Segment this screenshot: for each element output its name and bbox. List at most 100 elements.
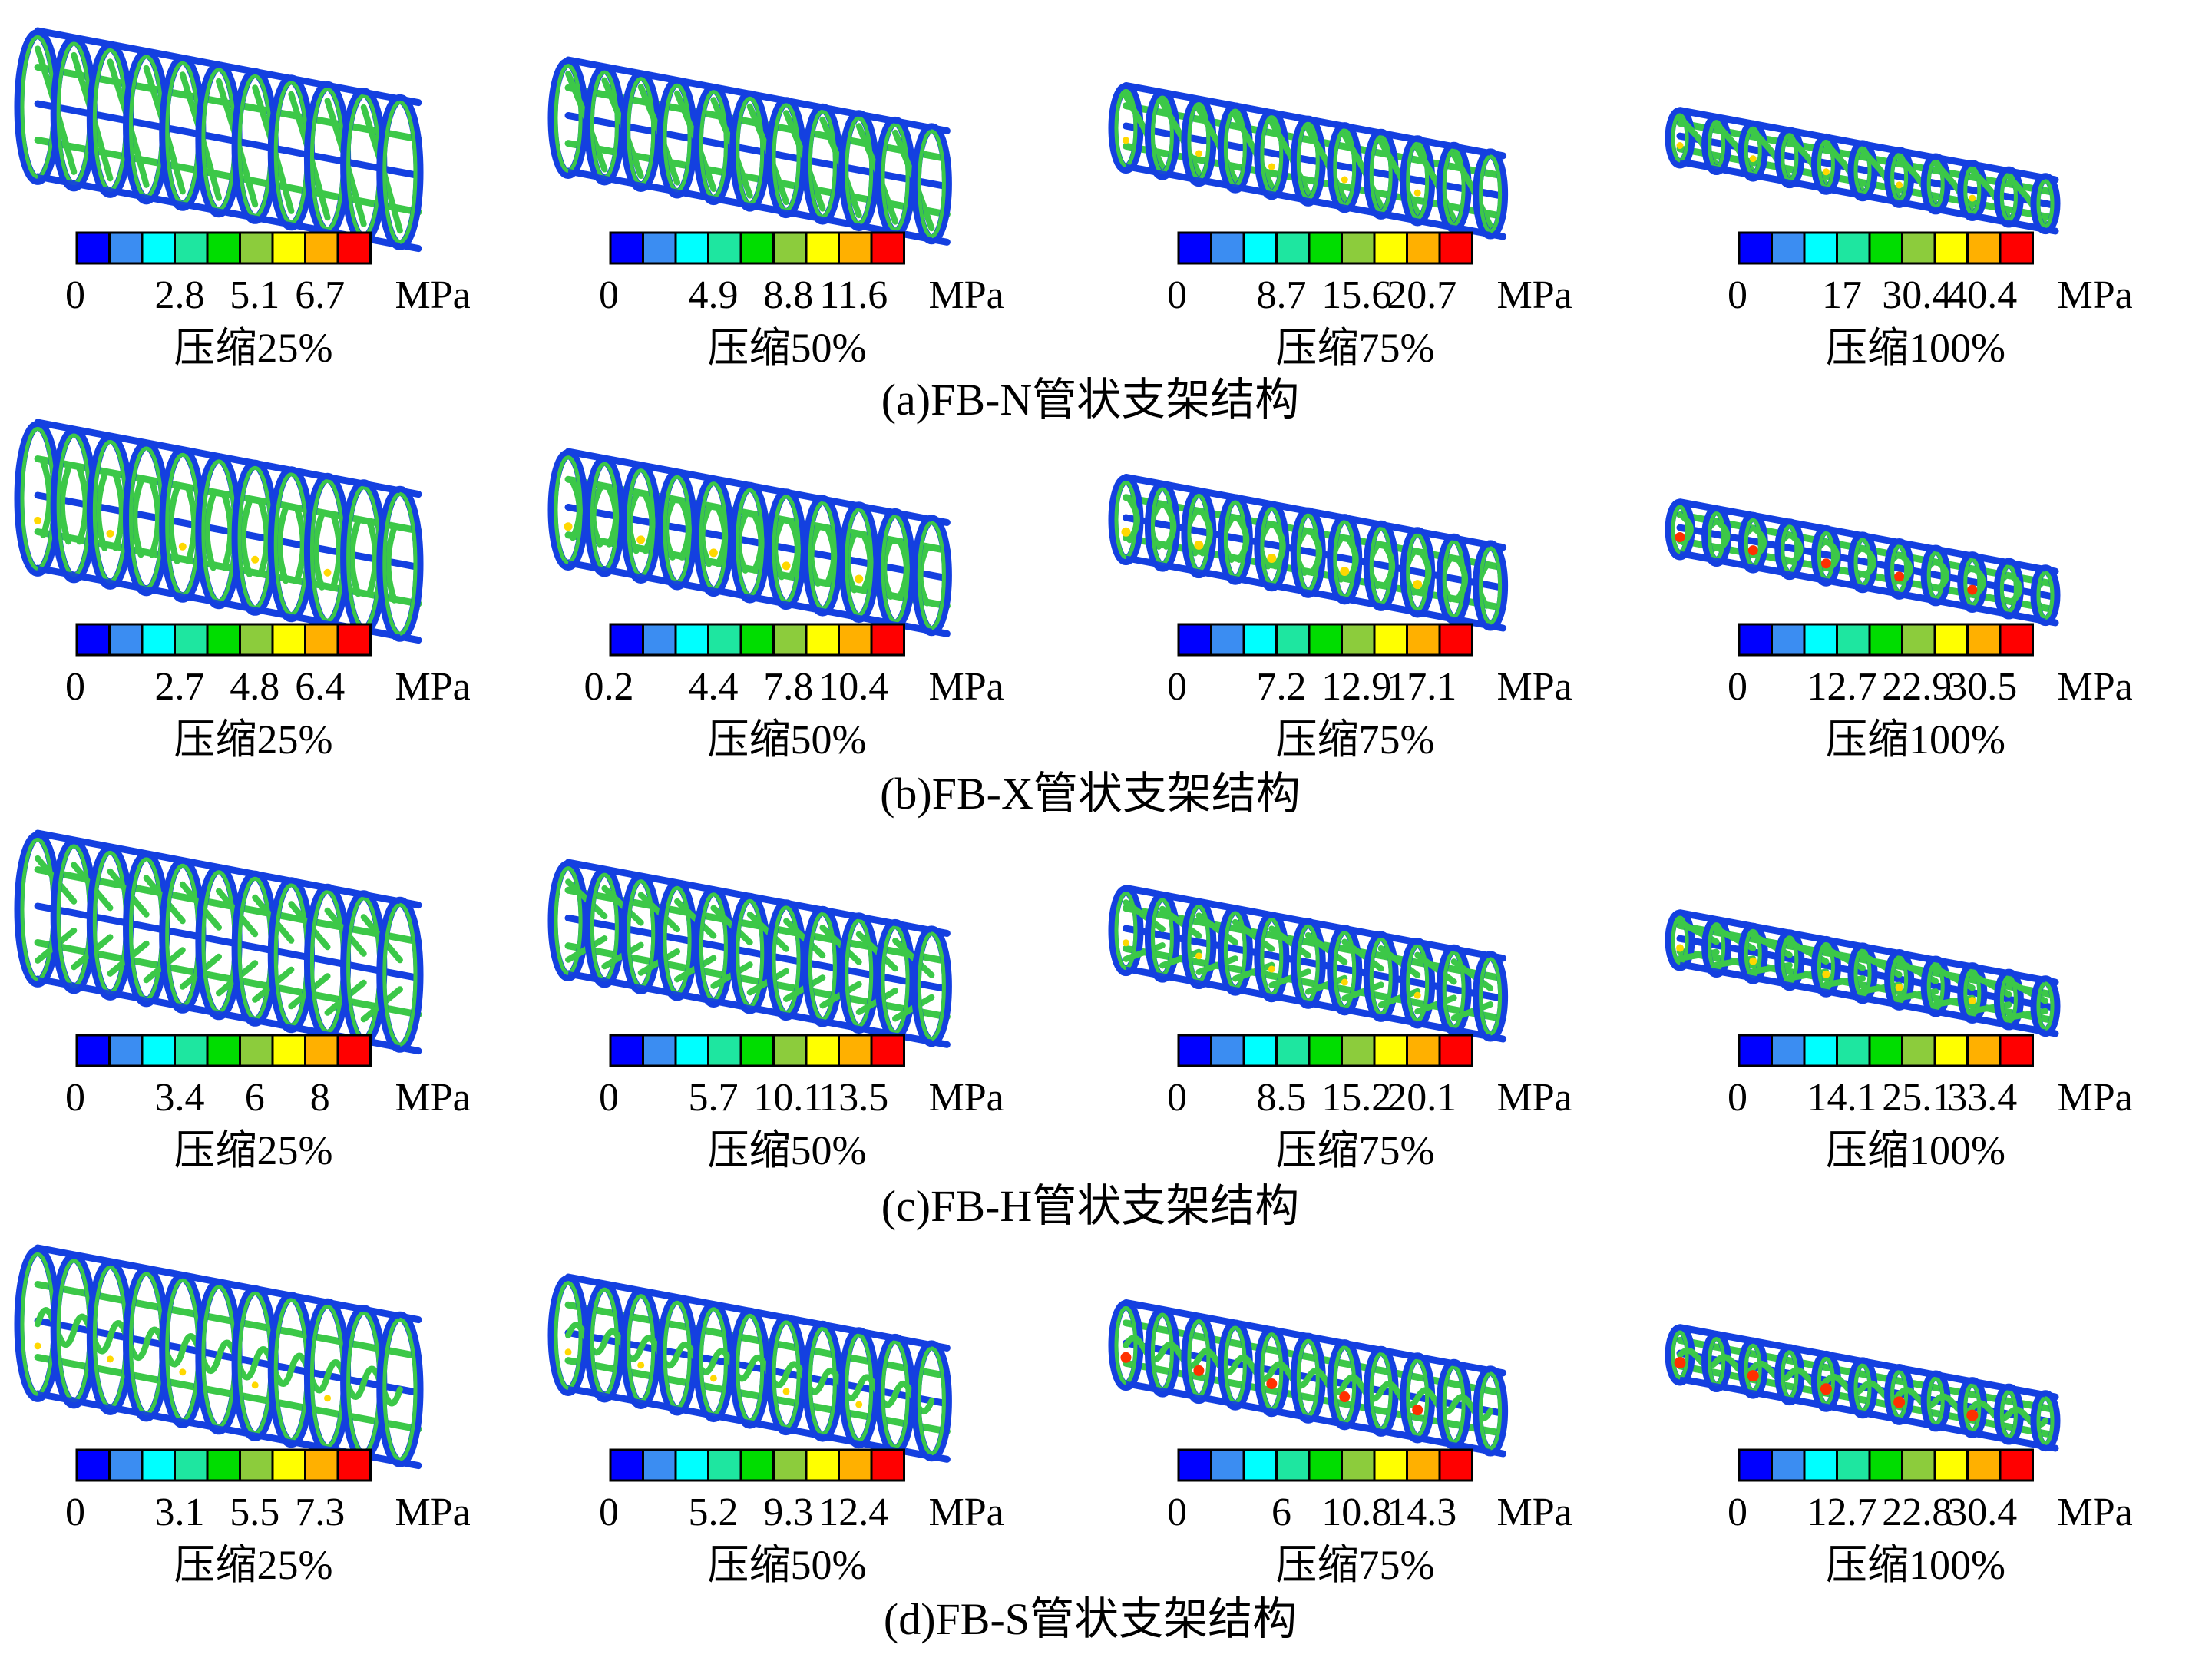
stress-panel: 0 2.7 4.8 6.4 MPa 压缩25% [14, 419, 471, 763]
colorbar-tick-label: 0 [599, 1491, 619, 1534]
colorbar: 0 6 10.814.3 MPa [1167, 1448, 1572, 1534]
stent-ring-strut [1999, 974, 2018, 1024]
stent-rail [34, 939, 422, 1018]
stress-panel: 0 8.7 15.620.7 MPa 压缩75% [1108, 81, 1572, 371]
stent-ring-strut [1999, 564, 2018, 614]
colorbar-cell [75, 231, 111, 265]
stress-hotspot [1747, 545, 1758, 556]
colorbar-tick-label: 22.8 [1882, 1491, 1952, 1534]
stent-body [1665, 1324, 2061, 1452]
stress-unit-label: MPa [2058, 1491, 2133, 1534]
stress-hotspot [637, 1362, 645, 1369]
colorbar-cell [1966, 1448, 2002, 1482]
stress-unit-label: MPa [2058, 1076, 2133, 1120]
colorbar-tick-label: 7.2 [1257, 665, 1307, 709]
colorbar-cell [1901, 623, 1936, 657]
stent-rail-front [1125, 475, 1491, 548]
compression-label: 压缩75% [1276, 716, 1435, 763]
colorbar-cell [609, 1448, 644, 1482]
stent-ring-strut [1963, 558, 1982, 607]
stent-rail-front [37, 28, 401, 102]
colorbar-tick-label: 12.7 [1807, 665, 1877, 709]
stress-hotspot [1895, 983, 1903, 991]
colorbar-cell [772, 231, 808, 265]
stent-ring-strut [1406, 944, 1430, 1023]
stress-hotspot [1412, 1405, 1423, 1416]
stent-connector [1896, 1387, 1939, 1409]
stent-connector [257, 498, 289, 584]
stress-hotspot [564, 522, 573, 531]
stress-hotspot [782, 1388, 790, 1395]
colorbar-cell [642, 1448, 677, 1482]
colorbar-tick-label: 30.5 [1947, 665, 2017, 709]
colorbar-tick-label: 0 [65, 273, 85, 317]
colorbar-cell [609, 1034, 644, 1067]
colorbar-cell [1738, 1448, 1773, 1482]
colorbar-cell [1341, 231, 1376, 265]
stent-ring-strut [1671, 505, 1689, 554]
stent-connector [1268, 1361, 1311, 1389]
stress-hotspot [1339, 1391, 1351, 1403]
colorbar-tick-label: 11.6 [819, 273, 888, 317]
colorbar-cell [1999, 1034, 2034, 1067]
colorbar-cell [271, 1448, 306, 1482]
stent-connector [1341, 1374, 1384, 1402]
stent-rail-front [567, 1385, 932, 1459]
colorbar-cell [838, 1448, 873, 1482]
stent-connector [1377, 1381, 1421, 1408]
stent-ring-strut [1442, 147, 1466, 227]
stress-unit-label: MPa [1497, 665, 1572, 709]
colorbar-cell [1868, 1034, 1903, 1067]
colorbar-cell [206, 1448, 241, 1482]
stent-ring-strut [917, 129, 946, 239]
stent-ring-strut [1114, 88, 1138, 168]
stress-hotspot [1967, 584, 1978, 595]
stent-connector [329, 511, 362, 597]
stress-unit-label: MPa [395, 1491, 471, 1534]
stent-rail [34, 1317, 422, 1397]
colorbar-tick-label: 25.1 [1882, 1076, 1952, 1120]
colorbar-cell [707, 1448, 742, 1482]
colorbar-tick-label: 12.7 [1807, 1491, 1877, 1534]
stent-body [1665, 498, 2061, 627]
stent-ring [547, 860, 589, 981]
stress-panel: 0 5.2 9.3 12.4 MPa 压缩50% [547, 1273, 1004, 1588]
stent-rail-front [1125, 164, 1491, 237]
colorbar-cell [772, 623, 808, 657]
stress-panel: 0 3.4 6 8 MPa 压缩25% [14, 829, 471, 1173]
compression-label: 压缩50% [708, 325, 867, 371]
stent-connector [1304, 931, 1348, 995]
stress-hotspot [1675, 532, 1685, 543]
stress-hotspot [1749, 957, 1757, 965]
colorbar-tick-label: 17.1 [1387, 665, 1456, 709]
row-caption: (c)FB-H管状支架结构 [881, 1181, 1300, 1231]
colorbar-tick-label: 7.8 [763, 665, 813, 709]
colorbar-tick-label: 9.3 [763, 1491, 813, 1534]
stent-connector [365, 518, 398, 604]
colorbar-cell [870, 623, 905, 657]
stent-ring-strut [382, 902, 418, 1047]
colorbar-cell [1771, 623, 1806, 657]
stent-rail-front [37, 420, 401, 494]
stent-ring [1473, 148, 1509, 240]
colorbar-cell [674, 231, 709, 265]
colorbar-cell [206, 623, 241, 657]
compression-label: 压缩75% [1276, 1127, 1435, 1173]
stress-hotspot [1122, 939, 1129, 947]
stress-panel: 0 2.8 5.1 6.7 MPa 压缩25% [14, 27, 471, 371]
colorbar: 0 12.7 22.830.4 MPa [1728, 1448, 2133, 1534]
stress-panel: 0 4.9 8.8 11.6 MPa 压缩50% [547, 56, 1004, 371]
stent-rail-front [1679, 1376, 2046, 1449]
colorbar-cell [1242, 1448, 1278, 1482]
colorbar-cell [1275, 1034, 1311, 1067]
stent-ring-strut [1926, 551, 1945, 601]
colorbar-cell [1341, 623, 1376, 657]
stent-rail-front [1125, 966, 1491, 1039]
compression-label: 压缩100% [1826, 1127, 2005, 1173]
stress-hotspot [636, 535, 646, 544]
stent-ring-strut [1963, 968, 1982, 1017]
colorbar-tick-label: 0 [1167, 273, 1187, 317]
stent-ring-strut [1479, 546, 1503, 625]
